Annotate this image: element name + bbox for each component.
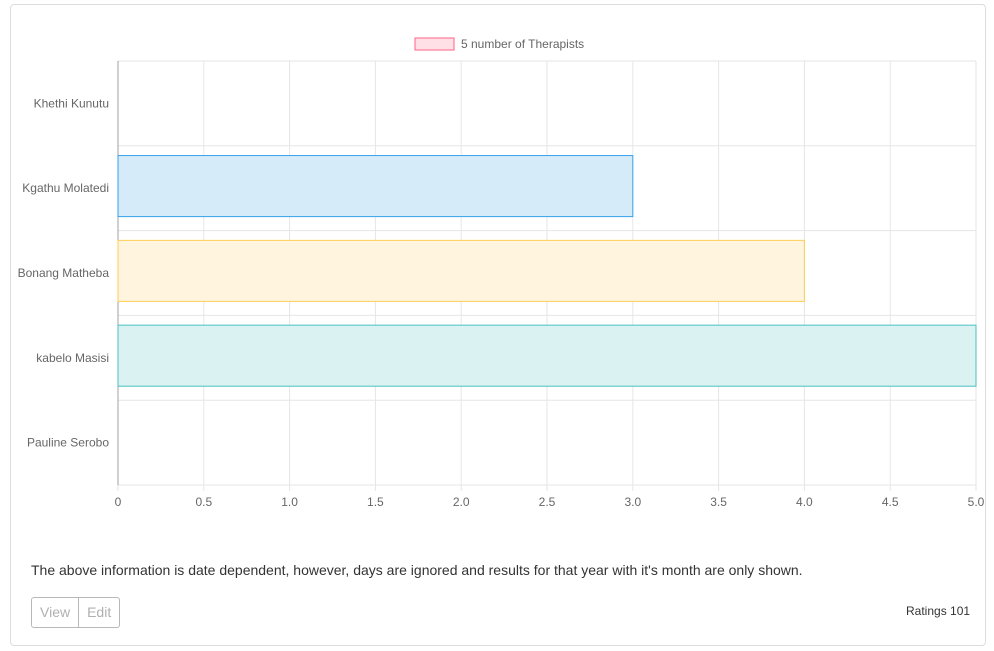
bar-bonang-matheba xyxy=(117,239,805,302)
y-tick-label: kabelo Masisi xyxy=(36,351,109,365)
legend-label: 5 number of Therapists xyxy=(461,37,584,51)
x-tick-label: 2.0 xyxy=(453,495,470,509)
bar-chart: Khethi Kunutu Kgathu Molatedi Bonang Mathe… xyxy=(18,37,985,509)
date-note: The above information is date dependent,… xyxy=(31,562,803,578)
y-tick-label: Kgathu Molatedi xyxy=(22,181,109,195)
x-tick-label: 3.0 xyxy=(624,495,641,509)
edit-button[interactable]: Edit xyxy=(79,597,121,628)
x-tick-label: 4.5 xyxy=(882,495,899,509)
x-tick-label: 2.5 xyxy=(539,495,556,509)
y-tick-label: Bonang Matheba xyxy=(18,266,110,280)
bar-kgathu-molatedi xyxy=(117,155,634,218)
y-tick-label: Pauline Serobo xyxy=(27,436,109,450)
x-tick-label: 4.0 xyxy=(796,495,813,509)
x-tick-label: 1.0 xyxy=(281,495,298,509)
y-tick-label: Khethi Kunutu xyxy=(34,96,109,110)
x-tick-label: 0.5 xyxy=(195,495,212,509)
action-button-group: View Edit xyxy=(31,597,121,628)
legend-swatch xyxy=(414,37,455,51)
x-tick-label: 3.5 xyxy=(710,495,727,509)
x-tick-label: 5.0 xyxy=(968,495,985,509)
x-tick-label: 0 xyxy=(115,495,122,509)
ratings-count: Ratings 101 xyxy=(906,604,971,618)
bar-kabelo-masisi xyxy=(117,324,977,387)
view-button[interactable]: View xyxy=(31,597,80,628)
x-tick-label: 1.5 xyxy=(367,495,384,509)
